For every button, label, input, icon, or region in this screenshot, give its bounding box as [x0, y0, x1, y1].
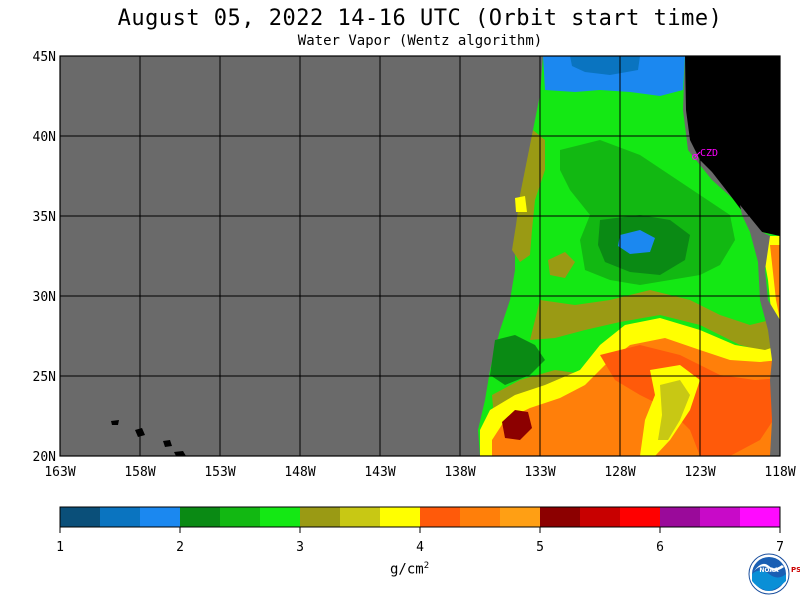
vapor-moist-gold-inner	[658, 380, 690, 440]
vapor-moist-darkred-core	[502, 410, 532, 440]
colorbar-swatch	[700, 507, 741, 527]
longitude-label: 118W	[764, 465, 795, 480]
map-grid	[60, 56, 780, 456]
colorbar-swatch	[660, 507, 701, 527]
colorbar-swatch	[380, 507, 421, 527]
vapor-dry-blue-core	[618, 230, 655, 254]
map-frame	[59, 55, 781, 457]
colorbar-swatch	[260, 507, 301, 527]
colorbar-swatch	[100, 507, 141, 527]
psl-text: PSL	[791, 566, 800, 574]
colorbar	[59, 506, 781, 528]
colorbar-tick-label: 5	[536, 540, 544, 555]
noaa-logo-text: NOAA	[759, 567, 779, 574]
vapor-band-olive-patch	[548, 252, 575, 278]
colorbar-swatch	[420, 507, 461, 527]
colorbar-swatch	[500, 507, 541, 527]
latitude-label: 35N	[33, 210, 56, 225]
colorbar-swatch	[180, 507, 221, 527]
latitude-label: 20N	[33, 450, 56, 465]
station-label: CZD	[700, 148, 718, 159]
map-subtitle: Water Vapor (Wentz algorithm)	[297, 33, 543, 49]
map-field	[60, 56, 780, 456]
latitude-label: 25N	[33, 370, 56, 385]
psl-label: PSL	[791, 566, 800, 575]
colorbar-units: g/cm2	[390, 561, 429, 578]
vapor-band-olive-mid	[530, 290, 780, 355]
colorbar-tick-label: 6	[656, 540, 664, 555]
colorbar-tick-label: 3	[296, 540, 304, 555]
latitude-label: 45N	[33, 50, 56, 65]
hawaii-island-1	[111, 420, 119, 425]
colorbar-swatch	[340, 507, 381, 527]
colorbar-tick-label: 1	[56, 540, 64, 555]
longitude-label: 123W	[684, 465, 715, 480]
longitude-labels: 163W 158W 153W 148W 143W 138W 133W 128W 123W 118W	[44, 465, 795, 480]
colorbar-swatch	[580, 507, 621, 527]
colorbar-swatch	[460, 507, 501, 527]
longitude-label: 158W	[124, 465, 155, 480]
colorbar-swatch	[220, 507, 261, 527]
latitude-label: 30N	[33, 290, 56, 305]
vapor-moist-orange-edge	[770, 245, 780, 320]
colorbar-swatch	[300, 507, 341, 527]
colorbar-tick-labels: 1 2 3 4 5 6 7	[56, 527, 784, 555]
vapor-dark-green-west	[490, 335, 545, 385]
coastal-missing-strip	[740, 205, 780, 456]
longitude-label: 133W	[524, 465, 555, 480]
longitude-label: 163W	[44, 465, 75, 480]
land-north-america	[685, 56, 780, 236]
units-text: g/cm	[390, 561, 424, 578]
vapor-yellow-spot-west	[515, 196, 527, 212]
station-marker: CZD	[692, 148, 718, 160]
units-exponent: 2	[423, 561, 430, 571]
latitude-label: 40N	[33, 130, 56, 145]
map-title: August 05, 2022 14-16 UTC (Orbit start t…	[117, 6, 723, 31]
latitude-labels: 45N 40N 35N 30N 25N 20N	[33, 50, 56, 465]
noaa-logo-icon: NOAA	[748, 553, 790, 595]
colorbar-swatch	[140, 507, 181, 527]
colorbar-tick-label: 7	[776, 540, 784, 555]
longitude-label: 128W	[604, 465, 635, 480]
longitude-label: 153W	[204, 465, 235, 480]
hawaii-island-3	[163, 440, 172, 447]
colorbar-tick-label: 4	[416, 540, 424, 555]
hawaii-island-4	[174, 451, 186, 456]
colorbar-swatch	[620, 507, 661, 527]
vapor-band-olive-west	[512, 130, 545, 262]
longitude-label: 148W	[284, 465, 315, 480]
colorbar-tick-label: 2	[176, 540, 184, 555]
longitude-label: 138W	[444, 465, 475, 480]
colorbar-swatch	[60, 507, 101, 527]
colorbar-swatch	[740, 507, 781, 527]
vapor-dry-deepblue-north	[570, 56, 640, 75]
colorbar-swatch	[540, 507, 581, 527]
longitude-label: 143W	[364, 465, 395, 480]
